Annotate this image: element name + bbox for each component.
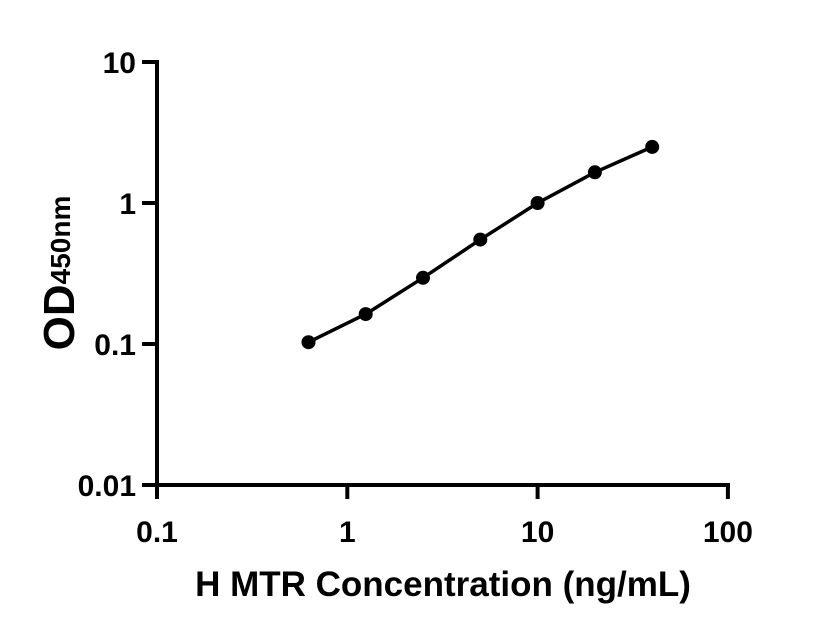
- data-point: [587, 165, 602, 180]
- data-point: [358, 307, 373, 322]
- data-point: [645, 139, 660, 154]
- data-point: [301, 335, 316, 350]
- y-tick-label: 1: [119, 188, 136, 221]
- y-tick-label: 0.1: [94, 329, 136, 362]
- y-tick-label: 0.01: [78, 470, 136, 503]
- x-tick-label: 0.1: [136, 516, 178, 549]
- data-point: [416, 270, 430, 285]
- y-axis-title-subscript: 450nm: [45, 196, 76, 285]
- y-axis-ticks: 0.01 0.1 1 10: [78, 47, 157, 503]
- x-tick-label: 10: [521, 516, 554, 549]
- x-tick-label: 100: [703, 516, 753, 549]
- data-point: [530, 196, 545, 210]
- x-axis-title: H MTR Concentration (ng/mL): [195, 565, 691, 604]
- y-axis-title-main: OD: [35, 284, 84, 350]
- data-series: [301, 139, 660, 350]
- y-axis-title: OD450nm: [35, 196, 84, 351]
- x-axis-ticks: 0.1 1 10 100: [136, 485, 753, 549]
- data-point: [473, 232, 488, 247]
- x-tick-label: 1: [339, 516, 356, 549]
- y-tick-label: 10: [103, 47, 136, 80]
